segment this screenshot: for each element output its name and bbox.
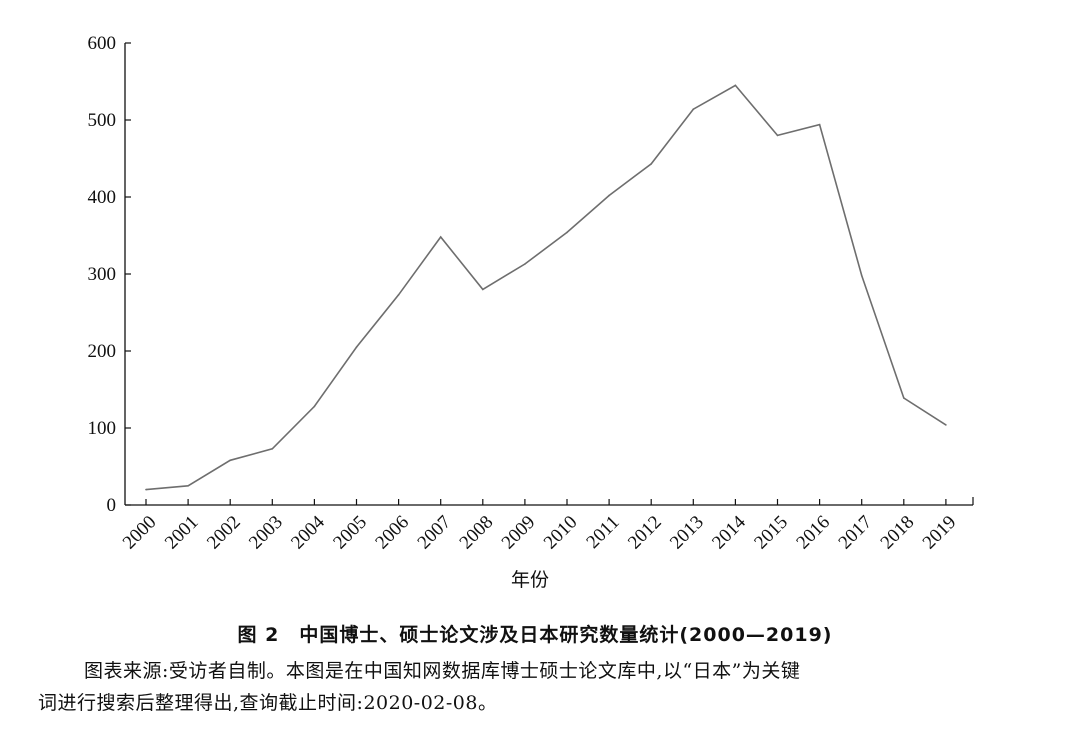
figure-caption-source: 图表来源:受访者自制。本图是在中国知网数据库博士硕士论文库中,以“日本”为关键 … <box>38 655 1038 719</box>
data-point <box>524 263 526 265</box>
data-point <box>145 488 147 491</box>
data-point <box>271 447 274 450</box>
x-tick-label: 2010 <box>540 512 582 554</box>
y-tick-label: 200 <box>88 341 117 362</box>
data-point <box>945 424 947 426</box>
x-axis-title: 年份 <box>511 569 549 591</box>
x-tick-label: 2004 <box>287 511 329 553</box>
x-tick-label: 2013 <box>666 512 708 554</box>
line-chart: 0 100 200 300 400 500 600 2000 2001 2002 2003 2004… <box>88 33 974 591</box>
x-tick-label: 2005 <box>329 512 371 554</box>
data-point <box>860 274 863 277</box>
y-tick-label: 100 <box>88 418 117 439</box>
y-axis-ticks: 0 100 200 300 400 500 600 <box>88 33 131 516</box>
data-point <box>692 108 695 111</box>
data-point <box>608 194 610 197</box>
series-layer <box>145 84 947 491</box>
data-point <box>229 459 231 462</box>
x-tick-label: 2011 <box>582 512 623 553</box>
x-tick-label: 2008 <box>456 512 498 554</box>
x-tick-label: 2000 <box>119 512 161 554</box>
data-point <box>313 405 316 408</box>
caption-source-line-1: 图表来源:受访者自制。本图是在中国知网数据库博士硕士论文库中,以“日本”为关键 <box>84 660 801 682</box>
x-tick-label: 2006 <box>371 512 413 554</box>
x-tick-label: 2003 <box>245 512 287 554</box>
x-tick-label: 2009 <box>498 512 540 554</box>
x-tick-label: 2014 <box>708 511 750 553</box>
data-point <box>566 231 568 234</box>
data-point <box>776 134 779 137</box>
data-point <box>734 84 737 87</box>
data-point <box>650 163 652 165</box>
chart-axes <box>124 43 973 506</box>
x-tick-label: 2016 <box>792 512 834 554</box>
data-point <box>439 236 442 238</box>
data-point <box>903 397 905 399</box>
x-tick-label: 2002 <box>203 512 245 554</box>
y-tick-label: 500 <box>88 110 117 131</box>
x-tick-label: 2018 <box>877 512 919 554</box>
data-point <box>355 346 358 348</box>
x-tick-label: 2001 <box>161 512 203 554</box>
x-tick-label: 2017 <box>835 512 877 554</box>
y-tick-label: 600 <box>88 33 117 54</box>
x-tick-label: 2007 <box>414 512 456 554</box>
series-line-1 <box>145 84 947 491</box>
y-tick-label: 0 <box>107 495 117 516</box>
caption-source-line-2: 词进行搜索后整理得出,查询截止时间:2020-02-08。 <box>38 692 498 714</box>
data-point <box>482 288 484 291</box>
data-point <box>818 123 821 126</box>
y-tick-label: 300 <box>88 264 117 285</box>
figure-caption-title: 图 2 中国博士、硕士论文涉及日本研究数量统计(2000—2019) <box>237 624 833 646</box>
data-point <box>397 293 400 296</box>
x-tick-label: 2015 <box>750 512 792 554</box>
x-tick-label: 2019 <box>919 512 961 554</box>
data-point <box>187 484 189 487</box>
y-tick-label: 400 <box>88 187 117 208</box>
x-tick-label: 2012 <box>624 512 666 554</box>
